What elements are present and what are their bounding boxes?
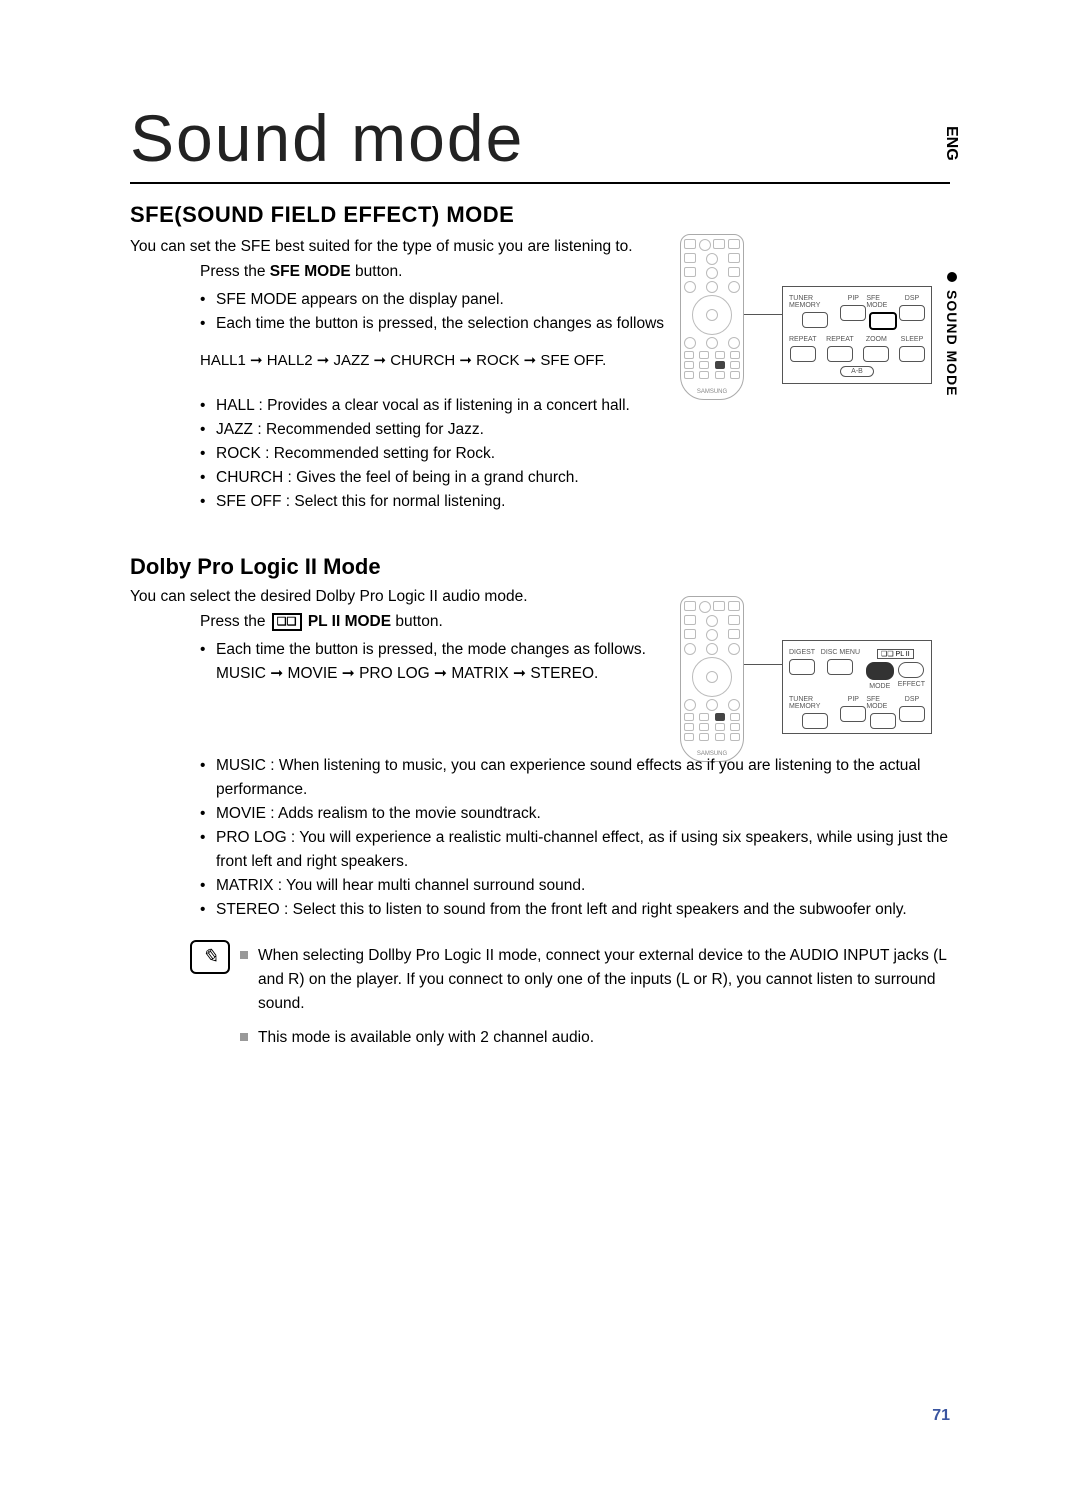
dolby-sequence: MUSIC ➞ MOVIE ➞ PRO LOG ➞ MATRIX ➞ STERE…: [216, 665, 598, 682]
dolby-notes: When selecting Dollby Pro Logic II mode,…: [130, 944, 950, 1050]
callout-connector-icon: [744, 664, 782, 665]
remote-icon: SAMSUNG: [680, 596, 744, 762]
dolby-press-post: button.: [391, 613, 443, 630]
btn-label: REPEAT: [789, 336, 817, 343]
list-item: PRO LOG : You will experience a realisti…: [200, 826, 950, 874]
list-item: STEREO : Select this to listen to sound …: [200, 898, 950, 922]
list-item: MATRIX : You will hear multi channel sur…: [200, 874, 950, 898]
language-tag: ENG: [942, 126, 960, 161]
btn-label: DISC MENU: [821, 649, 860, 656]
remote-diagram-sfe: SAMSUNG: [680, 234, 744, 400]
btn-label: MODE: [869, 683, 890, 690]
list-item: MOVIE : Adds realism to the movie soundt…: [200, 802, 950, 826]
remote-diagram-dolby: SAMSUNG: [680, 596, 744, 762]
btn-label: PIP: [848, 295, 859, 302]
dolby-press-pre: Press the: [200, 613, 270, 630]
list-item: JAZZ : Recommended setting for Jazz.: [200, 418, 950, 442]
dolby-pl-icon: ❏❏ PL II: [877, 649, 914, 659]
btn-label: SFE MODE: [866, 696, 899, 710]
list-item: SFE OFF : Select this for normal listeni…: [200, 490, 950, 514]
sfe-heading: SFE(SOUND FIELD EFFECT) MODE: [130, 202, 950, 228]
dolby-bullets-a: Each time the button is pressed, the mod…: [130, 638, 760, 686]
dolby-heading: Dolby Pro Logic II Mode: [130, 554, 950, 580]
note-icon: ✎: [190, 940, 230, 974]
list-item: CHURCH : Gives the feel of being in a gr…: [200, 466, 950, 490]
callout-dolby-box: DIGEST DISC MENU ❏❏ PL II MODE EFFECT TU…: [782, 640, 932, 734]
btn-label: DSP: [905, 295, 919, 302]
notes-block: ✎ When selecting Dollby Pro Logic II mod…: [130, 944, 950, 1050]
dolby-pl-icon: ❏❏: [272, 613, 302, 631]
btn-label: TUNER MEMORY: [789, 696, 840, 710]
list-item: Each time the button is pressed, the mod…: [200, 638, 760, 686]
sfe-press-bold: SFE MODE: [270, 263, 351, 280]
dolby-intro: You can select the desired Dolby Pro Log…: [130, 586, 950, 608]
btn-label: REPEAT: [826, 336, 854, 343]
btn-label: A-B: [840, 366, 874, 377]
btn-label: DIGEST: [789, 649, 815, 656]
callout-connector-icon: [744, 314, 782, 315]
list-item: MUSIC : When listening to music, you can…: [200, 754, 950, 802]
btn-label: SFE MODE: [866, 295, 899, 309]
btn-label: SLEEP: [901, 336, 924, 343]
list-item: This mode is available only with 2 chann…: [240, 1026, 950, 1050]
manual-page: ENG SOUND MODE Sound mode SFE(SOUND FIEL…: [0, 0, 1080, 1485]
dolby-bullet-a0: Each time the button is pressed, the mod…: [216, 641, 646, 658]
btn-label: EFFECT: [898, 681, 925, 688]
list-item: SFE MODE appears on the display panel.: [200, 288, 760, 312]
dolby-press-bold: PL II MODE: [304, 613, 392, 630]
callout-sfe-box: TUNER MEMORY PIP SFE MODE DSP REPEAT REP…: [782, 286, 932, 384]
dolby-bullets-b: MUSIC : When listening to music, you can…: [130, 754, 950, 922]
page-title: Sound mode: [130, 100, 950, 184]
page-number: 71: [932, 1407, 950, 1425]
sfe-bullets-b: HALL : Provides a clear vocal as if list…: [130, 394, 950, 514]
side-section-label: SOUND MODE: [944, 290, 960, 396]
sfe-press-pre: Press the: [200, 263, 270, 280]
remote-brand: SAMSUNG: [681, 389, 743, 395]
sfe-bullets-a: SFE MODE appears on the display panel. E…: [130, 288, 760, 336]
btn-label: TUNER MEMORY: [789, 295, 840, 309]
side-bullet-icon: [947, 272, 957, 282]
sfe-press-post: button.: [351, 263, 403, 280]
remote-icon: SAMSUNG: [680, 234, 744, 400]
list-item: When selecting Dollby Pro Logic II mode,…: [240, 944, 950, 1016]
list-item: HALL : Provides a clear vocal as if list…: [200, 394, 950, 418]
btn-label: DSP: [905, 696, 919, 703]
sfe-intro: You can set the SFE best suited for the …: [130, 236, 950, 258]
sfe-press-line: Press the SFE MODE button.: [130, 261, 760, 283]
btn-label: ZOOM: [866, 336, 887, 343]
btn-label: PIP: [848, 696, 859, 703]
list-item: Each time the button is pressed, the sel…: [200, 312, 760, 336]
dolby-press-line: Press the ❏❏ PL II MODE button.: [130, 611, 760, 633]
list-item: ROCK : Recommended setting for Rock.: [200, 442, 950, 466]
